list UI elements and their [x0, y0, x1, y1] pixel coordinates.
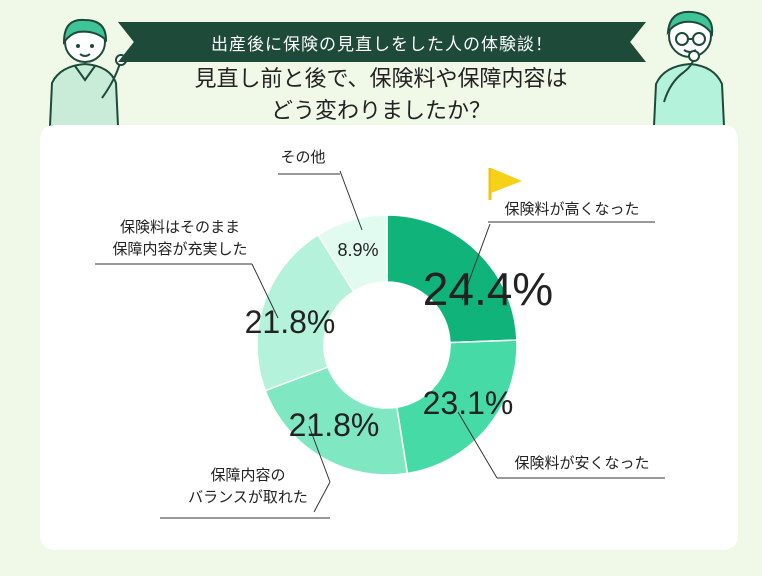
- leader-line-3: [160, 425, 331, 519]
- question-line-2: どう変わりましたか？: [270, 99, 491, 124]
- survey-question: 見直し前と後で、保険料や保障内容は どう変わりましたか？: [150, 64, 612, 128]
- category-label-5: その他: [280, 148, 325, 166]
- value-label-2: 23.1%: [423, 385, 514, 421]
- category-label-3: 保障内容のバランスが取れた: [188, 466, 308, 506]
- value-label-3: 21.8%: [289, 407, 380, 443]
- category-label-2: 保険料が安くなった: [514, 454, 649, 472]
- leader-line-4: [95, 263, 279, 319]
- value-label-1: 24.4%: [423, 263, 553, 315]
- survey-banner: 出産後に保険の見直しをした人の体験談！: [118, 22, 646, 62]
- leader-line-2: [457, 411, 665, 479]
- chart-card: [40, 125, 738, 550]
- man-illustration: [652, 10, 726, 126]
- flag-icon: [488, 168, 522, 200]
- value-label-4: 21.8%: [245, 304, 336, 340]
- question-line-1: 見直し前と後で、保険料や保障内容は: [194, 67, 568, 92]
- donut-slice-3: [264, 366, 409, 476]
- woman-illustration: [48, 18, 127, 126]
- category-label-1: 保険料が高くなった: [504, 200, 639, 218]
- donut-slice-2: [395, 339, 518, 475]
- category-label-4: 保険料はそのまま保障内容が充実した: [112, 218, 247, 258]
- leader-line-1: [461, 221, 655, 301]
- donut-slice-5: [317, 214, 388, 293]
- value-label-5: 8.9%: [337, 240, 378, 260]
- leader-line-5: [278, 170, 363, 231]
- donut-slice-1: [386, 214, 518, 344]
- donut-slice-4: [256, 233, 355, 392]
